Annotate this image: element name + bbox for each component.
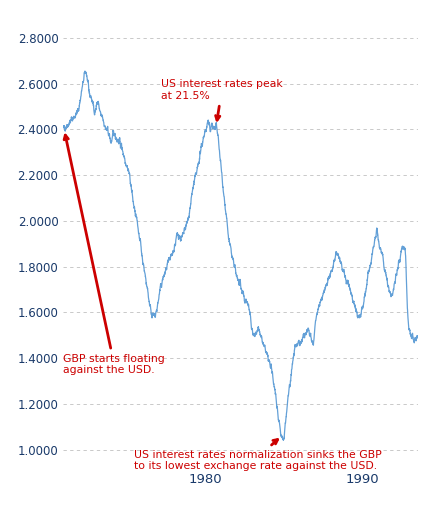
Text: GBP starts floating
against the USD.: GBP starts floating against the USD. [63,135,165,375]
Text: US interest rates peak
at 21.5%: US interest rates peak at 21.5% [161,79,283,120]
Text: US interest rates normalization sinks the GBP
to its lowest exchange rate agains: US interest rates normalization sinks th… [134,439,382,471]
